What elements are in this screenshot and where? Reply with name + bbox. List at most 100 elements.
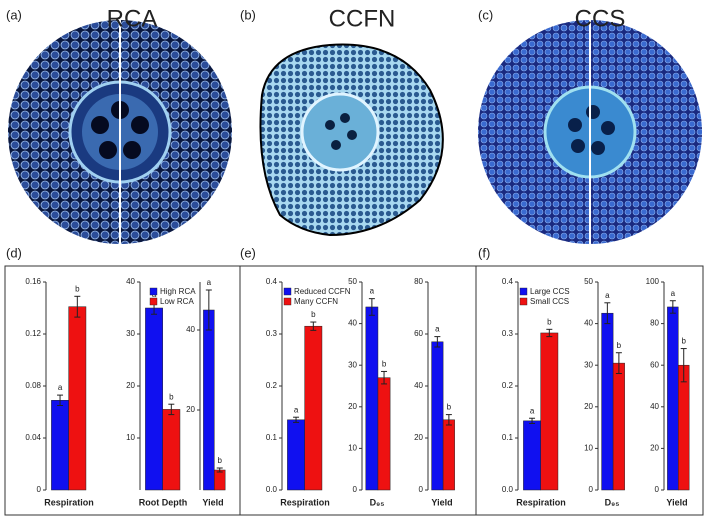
micrograph-ccs <box>478 20 702 244</box>
significance-letter: a <box>370 287 375 296</box>
y-tick-label: 10 <box>126 433 135 442</box>
y-tick-label: 40 <box>348 319 357 328</box>
significance-letter: a <box>530 406 535 415</box>
x-axis-label: Respiration <box>44 497 94 507</box>
significance-letter: a <box>58 383 63 392</box>
y-tick-label: 80 <box>414 277 423 286</box>
legend-label: Small CCS <box>530 297 569 306</box>
micrograph-rca <box>8 20 232 244</box>
panel-label: (f) <box>478 245 490 260</box>
bar <box>601 312 614 491</box>
y-tick-label: 0 <box>419 485 424 494</box>
x-axis-label: Root Depth <box>139 497 188 507</box>
y-tick-label: 20 <box>186 405 195 414</box>
y-tick-label: 20 <box>414 433 423 442</box>
x-axis-label: D₉₅ <box>370 497 385 507</box>
y-tick-label: 30 <box>348 360 357 369</box>
significance-letter: b <box>217 456 222 465</box>
y-tick-label: 0.4 <box>266 277 278 286</box>
bar <box>540 332 559 491</box>
panel-title: RCA <box>107 5 158 32</box>
y-tick-label: 30 <box>126 329 135 338</box>
panel-label: (b) <box>240 7 256 22</box>
bar <box>431 341 444 491</box>
bar <box>287 419 305 491</box>
bar <box>365 306 379 491</box>
significance-letter: b <box>169 392 174 401</box>
y-tick-label: 30 <box>584 360 593 369</box>
panel-title: CCS <box>575 5 626 32</box>
bar <box>214 469 226 491</box>
legend-swatch <box>519 297 528 306</box>
y-tick-label: 50 <box>348 277 357 286</box>
panel-label: (d) <box>6 245 22 260</box>
x-axis-label: Yield <box>666 497 687 507</box>
y-tick-label: 0.0 <box>502 485 514 494</box>
bar <box>442 419 455 491</box>
y-tick-label: 60 <box>414 329 423 338</box>
legend-swatch <box>283 297 292 306</box>
bar <box>203 309 215 491</box>
y-tick-label: 40 <box>584 319 593 328</box>
x-axis-label: Yield <box>431 497 452 507</box>
y-tick-label: 0.0 <box>266 485 278 494</box>
bar <box>667 306 679 491</box>
y-tick-label: 0.4 <box>502 277 514 286</box>
legend-swatch <box>149 287 158 296</box>
x-axis-label: Respiration <box>516 497 566 507</box>
y-tick-label: 0.1 <box>266 433 278 442</box>
panel-title: CCFN <box>329 5 396 32</box>
y-tick-label: 20 <box>584 402 593 411</box>
legend-label: Low RCA <box>160 297 194 306</box>
significance-letter: b <box>75 284 80 293</box>
bar <box>68 306 87 491</box>
y-tick-label: 20 <box>126 381 135 390</box>
bar <box>678 364 690 491</box>
legend-swatch <box>283 287 292 296</box>
x-axis-label: Respiration <box>280 497 330 507</box>
significance-letter: a <box>435 325 440 334</box>
y-tick-label: 0.1 <box>502 433 514 442</box>
legend-label: Reduced CCFN <box>294 287 351 296</box>
y-tick-label: 0.2 <box>266 381 278 390</box>
y-tick-label: 0.12 <box>25 329 41 338</box>
significance-letter: a <box>605 291 610 300</box>
significance-letter: b <box>382 360 387 369</box>
significance-letter: b <box>617 341 622 350</box>
significance-letter: a <box>671 289 676 298</box>
panel-label: (a) <box>6 7 22 22</box>
y-tick-label: 0.04 <box>25 433 41 442</box>
significance-letter: b <box>311 310 316 319</box>
y-tick-label: 20 <box>348 402 357 411</box>
legend-swatch <box>519 287 528 296</box>
significance-letter: b <box>447 403 452 412</box>
y-tick-label: 0 <box>655 485 660 494</box>
y-tick-label: 0 <box>37 485 42 494</box>
bar <box>162 409 181 491</box>
x-axis-label: Yield <box>202 497 223 507</box>
significance-letter: b <box>547 317 552 326</box>
panel-label: (c) <box>478 7 493 22</box>
legend-swatch <box>149 297 158 306</box>
y-tick-label: 0 <box>589 485 594 494</box>
bar <box>145 307 163 491</box>
y-tick-label: 40 <box>650 402 659 411</box>
significance-letter: a <box>207 278 212 287</box>
y-tick-label: 100 <box>646 277 660 286</box>
bar <box>304 325 323 491</box>
bar <box>523 420 541 491</box>
x-axis-label: D₉₅ <box>605 497 620 507</box>
legend-label: Large CCS <box>530 287 570 296</box>
y-tick-label: 0.2 <box>502 381 514 390</box>
legend-label: Many CCFN <box>294 297 338 306</box>
y-tick-label: 0.16 <box>25 277 41 286</box>
y-tick-label: 10 <box>348 444 357 453</box>
y-tick-label: 40 <box>414 381 423 390</box>
y-tick-label: 20 <box>650 444 659 453</box>
y-tick-label: 40 <box>186 325 195 334</box>
legend-label: High RCA <box>160 287 196 296</box>
y-tick-label: 10 <box>584 444 593 453</box>
significance-letter: b <box>681 337 686 346</box>
y-tick-label: 60 <box>650 360 659 369</box>
